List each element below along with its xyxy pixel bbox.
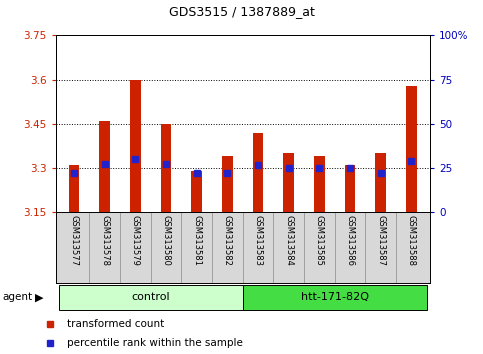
Bar [243, 285, 427, 310]
Bar [130, 80, 141, 212]
Bar [406, 86, 417, 212]
Text: GSM313583: GSM313583 [254, 215, 263, 266]
Bar [161, 124, 171, 212]
Text: GSM313580: GSM313580 [161, 215, 170, 266]
Text: GSM313588: GSM313588 [407, 215, 416, 266]
Bar [314, 156, 325, 212]
Text: agent: agent [2, 292, 32, 302]
Bar [375, 153, 386, 212]
Text: ▶: ▶ [35, 292, 44, 302]
Text: GSM313578: GSM313578 [100, 215, 109, 266]
Text: transformed count: transformed count [67, 319, 164, 329]
Text: GSM313579: GSM313579 [131, 215, 140, 266]
Text: GSM313582: GSM313582 [223, 215, 232, 266]
Bar [284, 153, 294, 212]
Bar [345, 165, 355, 212]
Text: GSM313581: GSM313581 [192, 215, 201, 266]
Text: GSM313586: GSM313586 [346, 215, 355, 266]
Bar [58, 285, 243, 310]
Bar [222, 156, 233, 212]
Text: GSM313577: GSM313577 [70, 215, 78, 266]
Text: GSM313587: GSM313587 [376, 215, 385, 266]
Text: htt-171-82Q: htt-171-82Q [301, 292, 369, 302]
Text: GDS3515 / 1387889_at: GDS3515 / 1387889_at [169, 5, 314, 18]
Text: GSM313584: GSM313584 [284, 215, 293, 266]
Text: percentile rank within the sample: percentile rank within the sample [67, 338, 243, 348]
Bar [69, 165, 79, 212]
Bar [99, 121, 110, 212]
Text: GSM313585: GSM313585 [315, 215, 324, 266]
Text: control: control [131, 292, 170, 302]
Bar [253, 133, 263, 212]
Bar [191, 171, 202, 212]
